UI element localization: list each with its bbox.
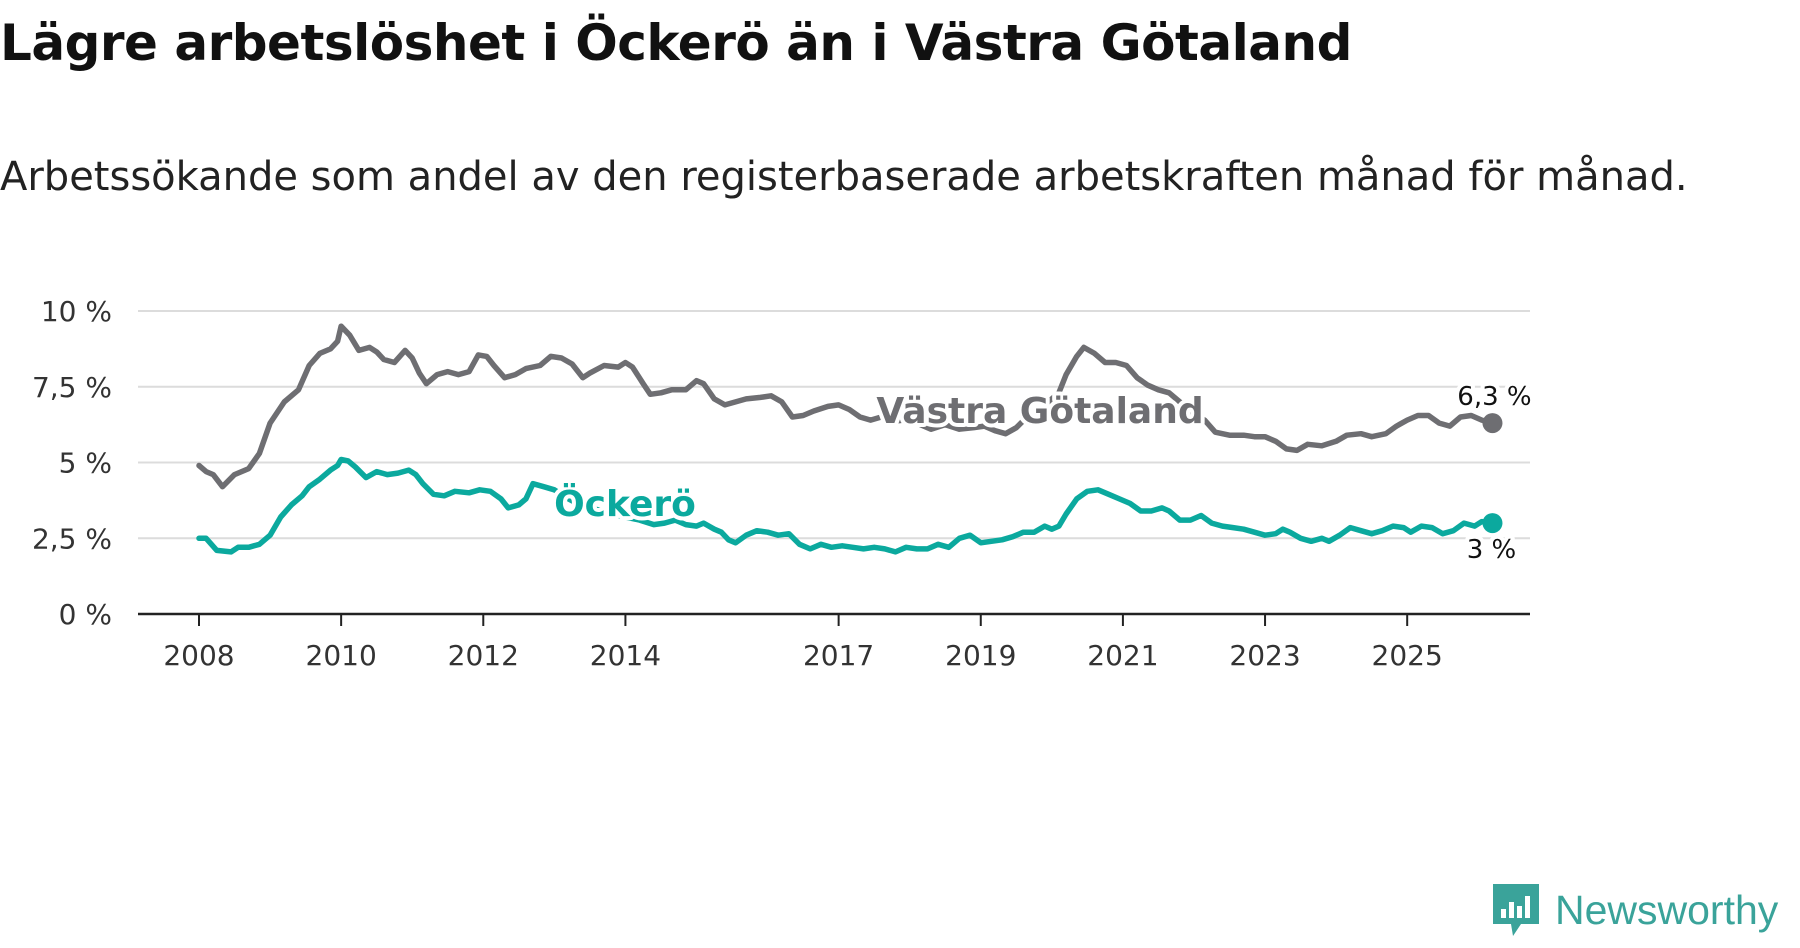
series-label-ockero: Öckerö: [554, 483, 696, 525]
series-endpoint-ockero: [1482, 513, 1503, 534]
series-line-ockero: [196, 456, 1496, 555]
series-lines: [196, 323, 1503, 555]
x-tick-label: 2010: [306, 639, 377, 672]
axes: 0 % 2,5 % 5 % 7,5 % 10 % 2008 2010 2012 2014 2017…: [32, 295, 1530, 672]
end-value-label-vastra-gotaland: 6,3 %: [1457, 382, 1531, 412]
page-title: Lägre arbetslöshet i Öckerö än i Västra …: [0, 14, 1352, 72]
chart-subtitle: Arbetssökande som andel av den registerb…: [0, 154, 1688, 200]
x-tick-label: 2008: [163, 639, 234, 672]
y-tick-label: 0 %: [59, 598, 112, 631]
series-label-vastra-gotaland: Västra Götaland: [876, 391, 1203, 432]
series-endpoint-vastra-gotaland: [1482, 413, 1503, 434]
x-tick-label: 2019: [945, 639, 1016, 672]
y-tick-label: 7,5 %: [32, 371, 112, 404]
series-labels: Västra Götaland Öckerö 6,3 % 3 %: [550, 378, 1536, 569]
x-tick-label: 2014: [590, 639, 661, 672]
x-tick-label: 2017: [803, 639, 874, 672]
x-tick-label: 2021: [1087, 639, 1158, 672]
y-tick-label: 5 %: [59, 447, 112, 480]
gridlines: [138, 310, 1530, 540]
y-tick-label: 2,5 %: [32, 522, 112, 555]
newsworthy-logo-icon: [1493, 884, 1539, 936]
x-tick-label: 2025: [1372, 639, 1443, 672]
x-tick-label: 2012: [448, 639, 519, 672]
end-value-label-ockero: 3 %: [1467, 535, 1517, 565]
x-tick-label: 2023: [1229, 639, 1300, 672]
brand-name: Newsworthy: [1555, 886, 1779, 933]
y-tick-label: 10 %: [41, 295, 112, 328]
newsworthy-brand[interactable]: Newsworthy: [1491, 882, 1778, 938]
series-line-vastra-gotaland: [196, 323, 1496, 490]
